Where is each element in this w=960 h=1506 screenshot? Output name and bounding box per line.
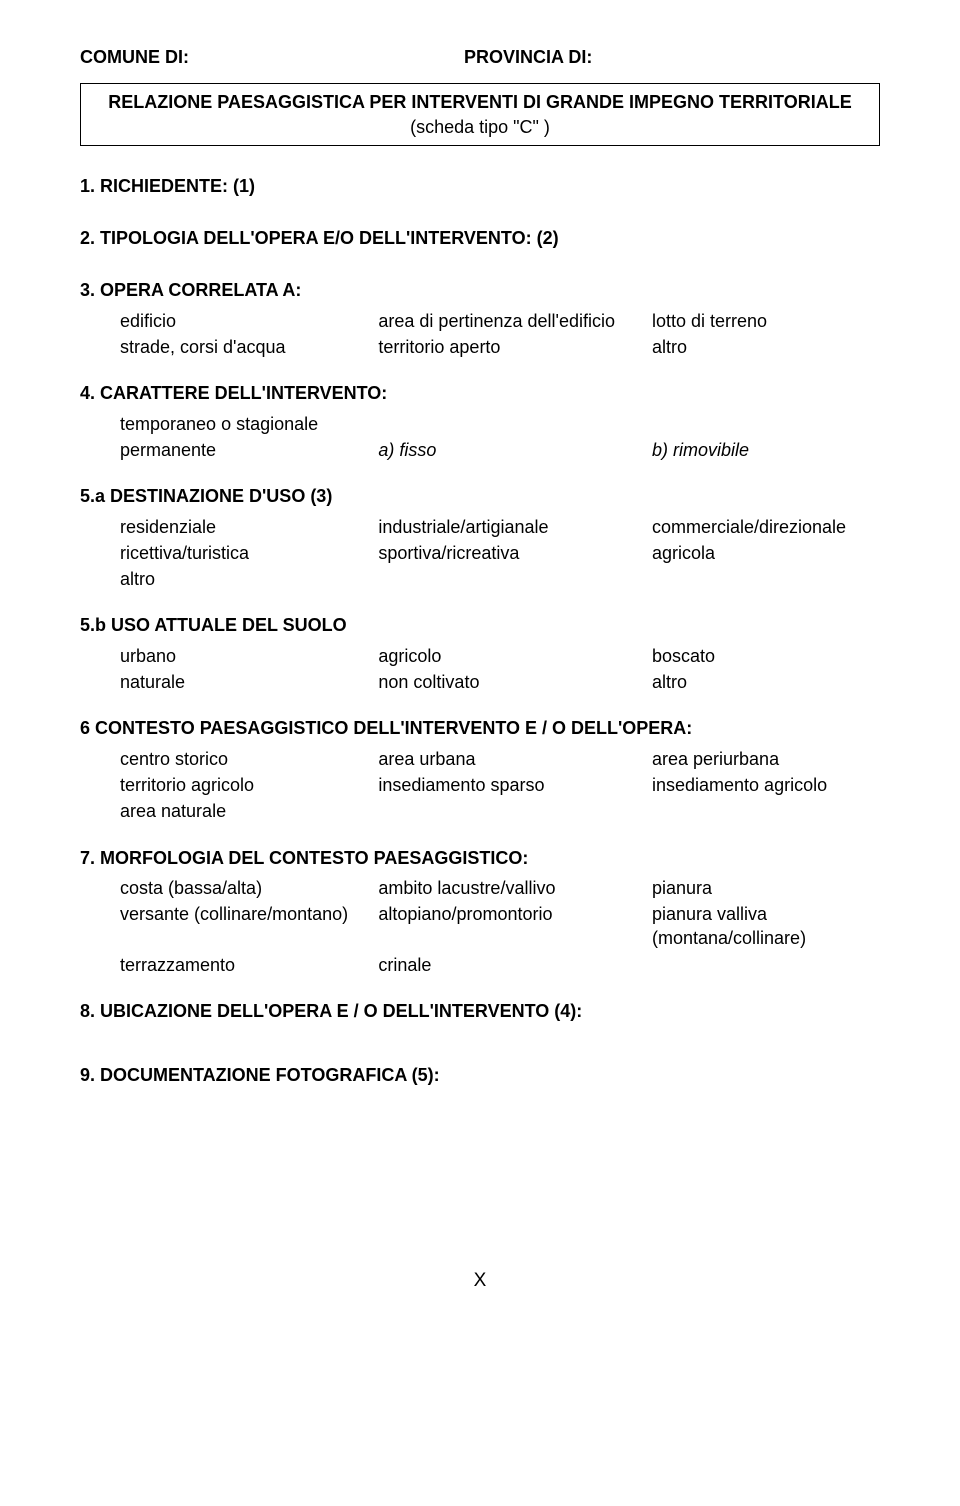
s5b-r2-c1: naturale bbox=[120, 670, 378, 694]
s4-r2-b: b) rimovibile bbox=[652, 438, 880, 462]
s6-r2-c1: territorio agricolo bbox=[120, 773, 378, 797]
s5a-r1-c3: commerciale/direzionale bbox=[652, 515, 880, 539]
section-5a-body: residenziale industriale/artigianale com… bbox=[80, 515, 880, 592]
s6-r1-c2: area urbana bbox=[378, 747, 652, 771]
s3-r1-c1: edificio bbox=[120, 309, 378, 333]
title-line1: RELAZIONE PAESAGGISTICA PER INTERVENTI D… bbox=[91, 90, 869, 114]
title-box: RELAZIONE PAESAGGISTICA PER INTERVENTI D… bbox=[80, 83, 880, 146]
s6-r1-c1: centro storico bbox=[120, 747, 378, 771]
section-5a-head: 5.a DESTINAZIONE D'USO (3) bbox=[80, 484, 880, 508]
s5a-r3-c1: altro bbox=[120, 567, 378, 591]
s6-r1-c3: area periurbana bbox=[652, 747, 880, 771]
section-3-head: 3. OPERA CORRELATA A: bbox=[80, 278, 880, 302]
s7-r2-c2: altopiano/promontorio bbox=[378, 902, 652, 951]
section-4-body: temporaneo o stagionale permanente a) fi… bbox=[80, 412, 880, 463]
section-8-head: 8. UBICAZIONE DELL'OPERA E / O DELL'INTE… bbox=[80, 999, 880, 1023]
s5a-r2-c2: sportiva/ricreativa bbox=[378, 541, 652, 565]
comune-label: COMUNE DI: bbox=[80, 45, 464, 69]
s4-r2-a: a) fisso bbox=[378, 438, 652, 462]
s7-r3-c1: terrazzamento bbox=[120, 953, 378, 977]
section-5b-head: 5.b USO ATTUALE DEL SUOLO bbox=[80, 613, 880, 637]
section-7-body: costa (bassa/alta) ambito lacustre/valli… bbox=[80, 876, 880, 977]
section-4-head: 4. CARATTERE DELL'INTERVENTO: bbox=[80, 381, 880, 405]
s6-r3-c1: area naturale bbox=[120, 799, 378, 823]
s5a-r1-c1: residenziale bbox=[120, 515, 378, 539]
s3-r2-c2: territorio aperto bbox=[378, 335, 652, 359]
s3-r2-c3: altro bbox=[652, 335, 880, 359]
provincia-label: PROVINCIA DI: bbox=[464, 45, 880, 69]
s6-r2-c2: insediamento sparso bbox=[378, 773, 652, 797]
s3-r2-c1: strade, corsi d'acqua bbox=[120, 335, 378, 359]
section-6-body: centro storico area urbana area periurba… bbox=[80, 747, 880, 824]
s5b-r2-c3: altro bbox=[652, 670, 880, 694]
footer-page-marker: X bbox=[80, 1268, 880, 1294]
section-7-head: 7. MORFOLOGIA DEL CONTESTO PAESAGGISTICO… bbox=[80, 846, 880, 870]
s7-r3-c2: crinale bbox=[378, 953, 652, 977]
s7-r1-c2: ambito lacustre/vallivo bbox=[378, 876, 652, 900]
s5b-r1-c2: agricolo bbox=[378, 644, 652, 668]
section-3-body: edificio area di pertinenza dell'edifici… bbox=[80, 309, 880, 360]
s5a-r2-c1: ricettiva/turistica bbox=[120, 541, 378, 565]
s7-r2-c3: pianura valliva (montana/collinare) bbox=[652, 902, 880, 951]
section-5b-body: urbano agricolo boscato naturale non col… bbox=[80, 644, 880, 695]
s4-r1-c1: temporaneo o stagionale bbox=[120, 412, 880, 436]
section-1-head: 1. RICHIEDENTE: (1) bbox=[80, 174, 880, 198]
header-row: COMUNE DI: PROVINCIA DI: bbox=[80, 45, 880, 69]
s4-r2-c1: permanente bbox=[120, 438, 378, 462]
s5b-r1-c1: urbano bbox=[120, 644, 378, 668]
s7-r2-c1: versante (collinare/montano) bbox=[120, 902, 378, 951]
title-line2: (scheda tipo "C" ) bbox=[91, 115, 869, 139]
section-9-head: 9. DOCUMENTAZIONE FOTOGRAFICA (5): bbox=[80, 1063, 880, 1087]
s3-r1-c2: area di pertinenza dell'edificio bbox=[378, 309, 652, 333]
s5b-r2-c2: non coltivato bbox=[378, 670, 652, 694]
s5a-r1-c2: industriale/artigianale bbox=[378, 515, 652, 539]
s7-r1-c3: pianura bbox=[652, 876, 880, 900]
s7-r1-c1: costa (bassa/alta) bbox=[120, 876, 378, 900]
s5b-r1-c3: boscato bbox=[652, 644, 880, 668]
section-2-head: 2. TIPOLOGIA DELL'OPERA E/O DELL'INTERVE… bbox=[80, 226, 880, 250]
s6-r2-c3: insediamento agricolo bbox=[652, 773, 880, 797]
s5a-r2-c3: agricola bbox=[652, 541, 880, 565]
s3-r1-c3: lotto di terreno bbox=[652, 309, 880, 333]
section-6-head: 6 CONTESTO PAESAGGISTICO DELL'INTERVENTO… bbox=[80, 716, 880, 740]
